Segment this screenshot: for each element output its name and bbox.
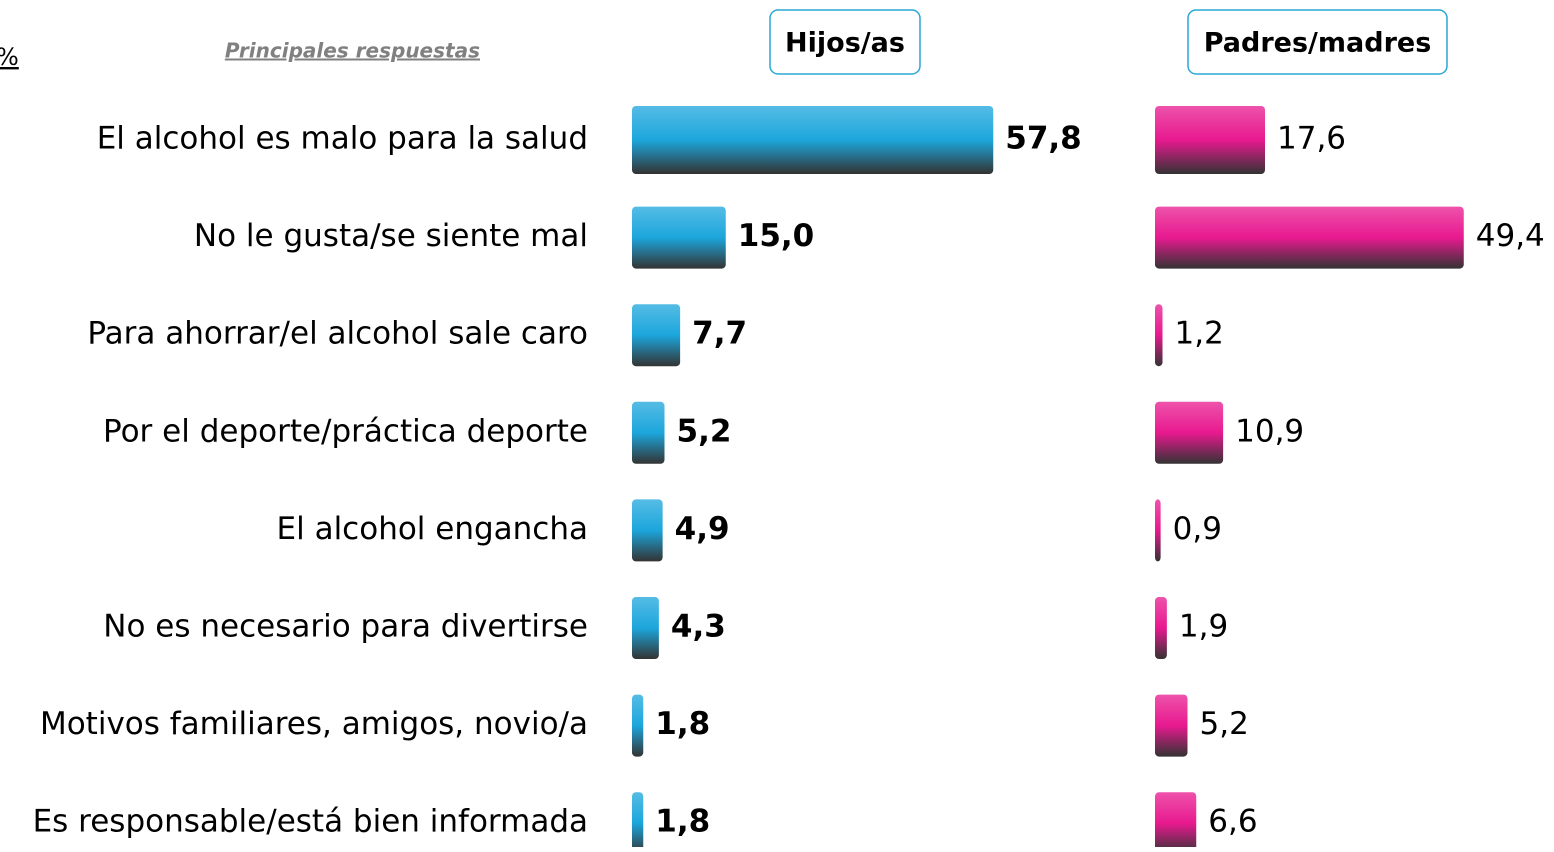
category-label: Motivos familiares, amigos, novio/a [40, 706, 588, 742]
bar [632, 401, 665, 464]
value-label: 1,2 [1175, 316, 1224, 352]
category-label: Por el deporte/práctica deporte [103, 413, 588, 449]
category-label: Para ahorrar/el alcohol sale caro [87, 316, 588, 352]
bar [1155, 694, 1188, 757]
value-label: 7,7 [692, 316, 747, 352]
subtitle: Principales respuestas [225, 39, 480, 63]
category-label: Es responsable/está bien informada [33, 804, 588, 840]
bar [1155, 597, 1167, 659]
legend-label: Padres/madres [1204, 28, 1432, 59]
value-label: 10,9 [1235, 413, 1304, 449]
bar [1155, 499, 1161, 562]
bar [632, 694, 644, 757]
value-label: 0,9 [1173, 511, 1222, 547]
bar [632, 206, 726, 269]
legend-label: Hijos/as [785, 28, 905, 59]
value-label: 1,8 [655, 804, 710, 840]
bar [632, 106, 994, 174]
value-label: 5,2 [1200, 706, 1249, 742]
value-label: 1,9 [1179, 609, 1228, 645]
value-label: 1,8 [655, 706, 710, 742]
bar [1155, 401, 1224, 464]
category-label: El alcohol es malo para la salud [97, 121, 588, 157]
bar [1155, 206, 1464, 269]
bar [632, 499, 663, 562]
legend-box [1187, 9, 1448, 75]
value-label: 15,0 [738, 218, 815, 254]
bar [632, 597, 659, 659]
value-label: 4,9 [675, 511, 730, 547]
bar [1155, 304, 1163, 367]
bar [1155, 106, 1265, 174]
category-label: No es necesario para divertirse [103, 609, 588, 645]
value-label: 49,4 [1476, 218, 1545, 254]
value-label: 17,6 [1277, 121, 1346, 157]
value-label: 6,6 [1208, 804, 1257, 840]
bar [1155, 792, 1197, 852]
bar [632, 792, 644, 852]
category-label: No le gusta/se siente mal [194, 218, 588, 254]
corner-note: % [0, 43, 19, 71]
category-label: El alcohol engancha [277, 511, 588, 547]
bar [632, 304, 681, 367]
legend-box [769, 9, 921, 75]
value-label: 4,3 [671, 609, 726, 645]
value-label: 57,8 [1005, 121, 1082, 157]
value-label: 5,2 [677, 413, 732, 449]
